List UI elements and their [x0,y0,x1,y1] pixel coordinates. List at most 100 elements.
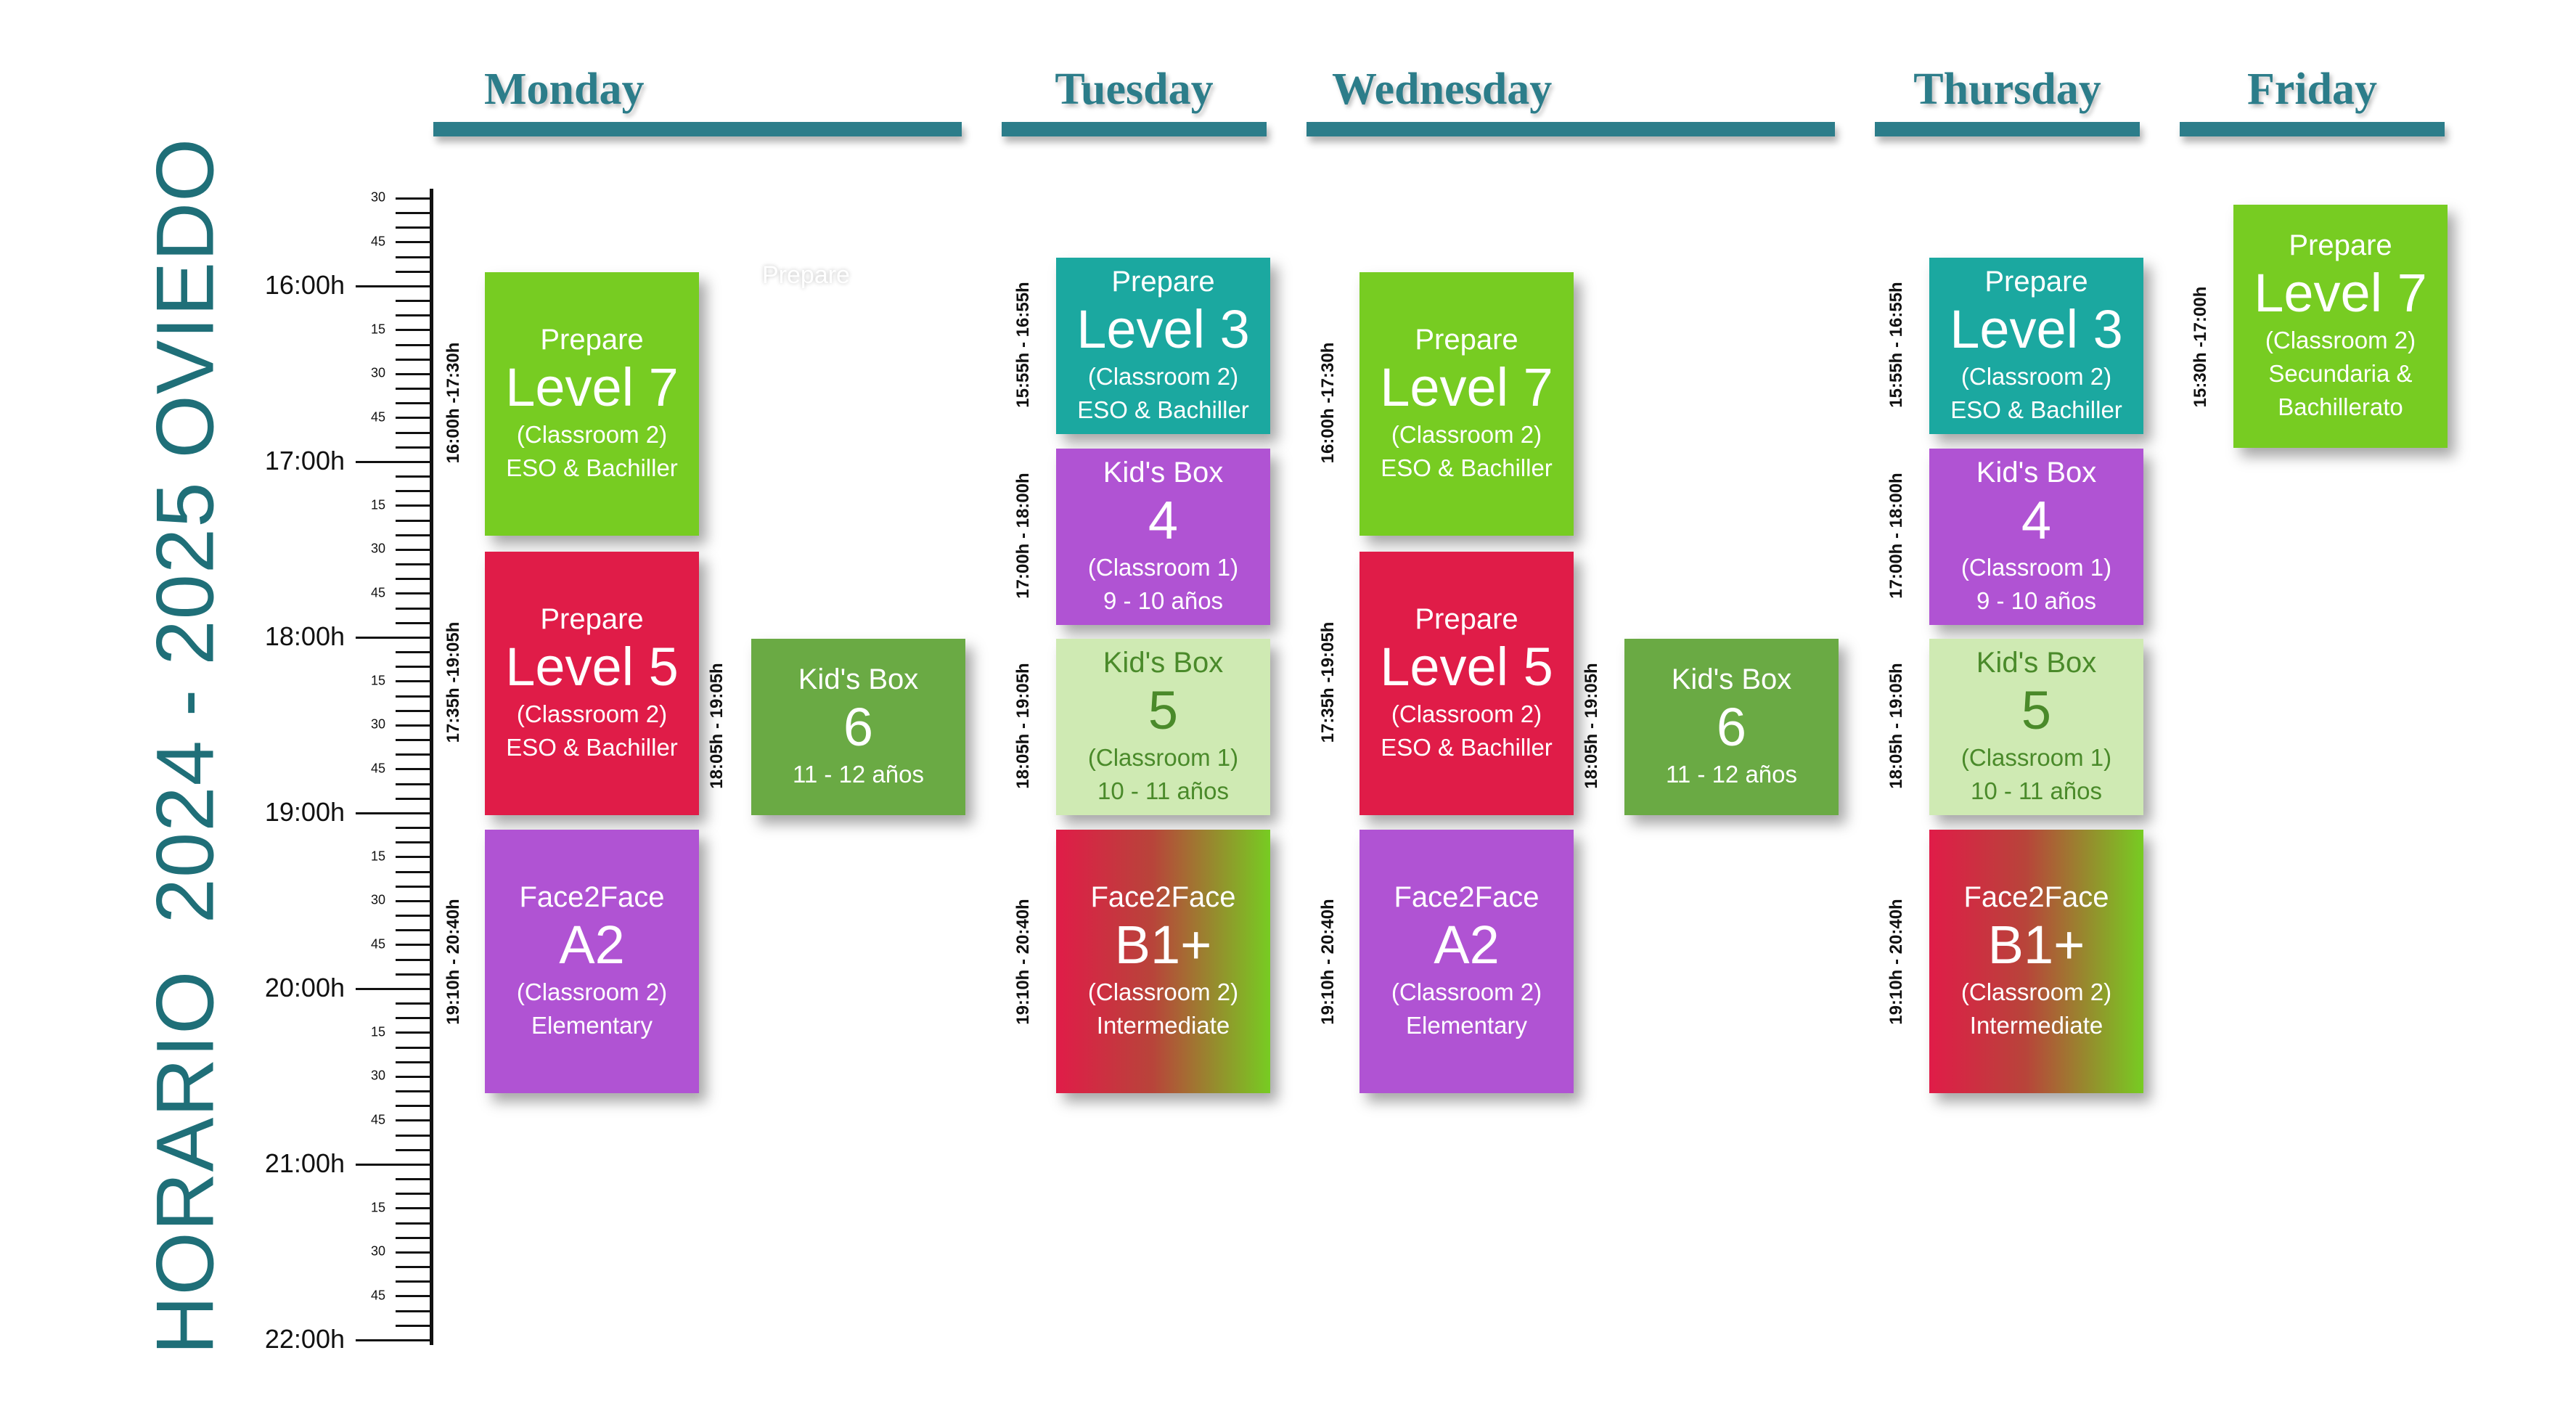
day-header-wednesday: Wednesday [1307,64,1835,144]
ruler-tick [396,1222,430,1225]
ruler-tick [396,608,430,610]
ruler-tick [396,1295,430,1297]
ruler-tick [396,1251,430,1254]
minute-label: 15 [370,1024,385,1039]
minute-label: 45 [370,936,385,951]
ruler-tick [396,241,430,243]
ruler-tick [396,549,430,551]
class-block-prepare-level7: Prepare Level 7 (Classroom 2) ESO & Bach… [1359,272,1574,536]
day-label-thursday: Thursday [1913,65,2101,114]
ruler-tick [396,1135,430,1137]
day-label-friday: Friday [2246,65,2378,114]
class-block-face2face-b1plus: Face2Face B1+ (Classroom 2) Intermediate [1929,830,2143,1093]
ruler-tick [396,1105,430,1107]
minute-label: 15 [370,849,385,863]
ruler-tick [396,753,430,756]
ruler-tick [396,1310,430,1312]
minute-label: 30 [370,189,385,205]
minute-label: 30 [370,1068,385,1083]
day-header-monday: Monday [433,64,962,144]
day-label-tuesday: Tuesday [1055,65,1214,114]
class-block-face2face-b1plus: Face2Face B1+ (Classroom 2) Intermediate [1056,830,1270,1093]
ruler-tick [396,1017,430,1019]
minute-label: 15 [370,673,385,687]
hour-label: 20:00h [264,973,345,1002]
hour-label: 16:00h [264,270,345,300]
minute-label: 30 [370,1243,385,1259]
class-block-prepare-level5: Prepare Level 5 (Classroom 2) ESO & Bach… [1359,552,1574,815]
ruler-tick [396,724,430,727]
minute-label: 45 [370,585,385,600]
ruler-tick [396,563,430,565]
ruler-tick [396,373,430,375]
ruler-tick [396,504,430,507]
ruler-tick [396,314,430,316]
ruler-tick [396,1178,430,1180]
ruler-tick [396,680,430,682]
ruler-tick [396,534,430,536]
ruler-tick [396,1266,430,1268]
class-block-kidsbox-6: Kid's Box 6 11 - 12 años [1624,639,1839,815]
ruler-tick [396,417,430,419]
class-block-kidsbox-4: Kid's Box 4 (Classroom 1) 9 - 10 años [1056,449,1270,625]
minute-label: 30 [370,892,385,907]
day-bar-tuesday [1002,122,1267,136]
ruler-tick [396,490,430,492]
minute-label: 30 [370,541,385,556]
minute-label: 30 [370,365,385,380]
day-label-wednesday: Wednesday [1332,65,1553,114]
ghost-text: Prepare [762,261,850,289]
ruler-tick [356,1164,430,1166]
ruler-tick [396,446,430,449]
ruler-tick [356,1339,430,1341]
ruler-tick [396,944,430,946]
ruler-tick [356,461,430,463]
ruler-tick [396,520,430,522]
schedule-title: HORARIO 2024 - 2025 OVIEDO [138,138,232,1355]
ruler-tick [396,929,430,931]
ruler-tick [396,300,430,302]
ruler-tick [356,988,430,990]
minute-label: 15 [370,322,385,336]
hour-label: 19:00h [264,797,345,827]
ruler-tick [396,1061,430,1063]
ruler-tick [396,827,430,829]
hour-label: 17:00h [264,446,345,475]
ruler-tick [396,710,430,712]
ruler-line [430,189,433,1345]
class-block-kidsbox-5: Kid's Box 5 (Classroom 1) 10 - 11 años [1929,639,2143,815]
minute-label: 45 [370,761,385,775]
class-block-face2face-a2: Face2Face A2 (Classroom 2) Elementary [485,830,699,1093]
class-block-kidsbox-6: Kid's Box 6 11 - 12 años [751,639,965,815]
class-block-kidsbox-5: Kid's Box 5 (Classroom 1) 10 - 11 años [1056,639,1270,815]
minute-label: 15 [370,497,385,512]
ruler-tick [396,344,430,346]
ruler-tick [396,666,430,668]
ruler-tick [396,1002,430,1005]
minute-label: 45 [370,1112,385,1127]
day-bar-thursday [1875,122,2140,136]
ruler-tick [396,622,430,624]
ruler-tick [396,695,430,698]
ruler-tick [396,592,430,594]
ruler-tick [396,578,430,580]
day-header-thursday: Thursday [1875,64,2140,144]
ruler-tick [396,871,430,873]
class-block-prepare-level3: Prepare Level 3 (Classroom 2) ESO & Bach… [1056,258,1270,434]
ruler-tick [396,900,430,902]
minute-label: 15 [370,1200,385,1214]
hour-label: 18:00h [264,621,345,651]
ruler-tick [396,197,430,200]
ruler-tick [396,783,430,785]
minute-label: 45 [370,409,385,424]
ruler-tick [396,1325,430,1327]
hour-label: 21:00h [264,1148,345,1178]
ruler-tick [396,388,430,390]
ruler-tick [396,651,430,653]
ruler-tick [396,1280,430,1283]
minute-label: 45 [370,234,385,248]
ruler-tick [396,1119,430,1121]
schedule-title-text: HORARIO 2024 - 2025 OVIEDO [139,137,231,1355]
ruler-tick [396,1149,430,1151]
ruler-tick [396,1047,430,1049]
